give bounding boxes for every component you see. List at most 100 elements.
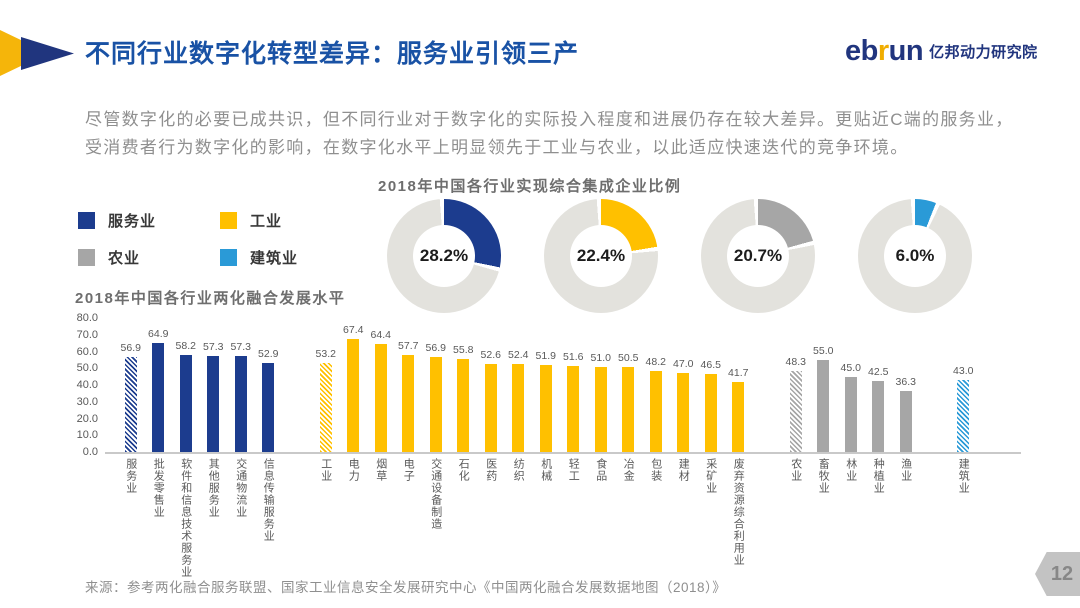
bar-value-label: 57.7 (398, 340, 419, 352)
bar-value-label: 42.5 (868, 366, 889, 378)
bar-category-label: 冶金 (622, 458, 635, 482)
bar (732, 382, 745, 452)
bar (789, 371, 802, 452)
bar (374, 344, 387, 452)
bar-category-label: 轻工 (567, 458, 580, 482)
bar (594, 367, 607, 452)
logo-cn-text: 亿邦动力研究院 (929, 43, 1038, 61)
donut-value-label: 20.7% (733, 246, 783, 265)
bar (402, 355, 415, 452)
donut-value-label: 28.2% (419, 246, 469, 265)
bar-cell: 58.2 软件和信息技术服务业 (172, 318, 200, 578)
donut-row: 28.2% 22.4% 20.7% 6.0% (387, 199, 972, 313)
bar-cell: 51.6 轻工 (560, 318, 588, 482)
bar-category-label: 建筑业 (957, 458, 970, 494)
legend-label: 建筑业 (250, 250, 299, 267)
bar-value-label: 46.5 (700, 359, 721, 371)
bar-value-label: 41.7 (728, 367, 749, 379)
bar-category-label: 信息传输服务业 (262, 458, 275, 542)
bar-cell: 64.4 烟草 (367, 318, 395, 482)
bar-value-label: 52.6 (480, 349, 501, 361)
bar-cell: 42.5 种植业 (865, 318, 893, 494)
bar-category-label: 机械 (539, 458, 552, 482)
bar-category-label: 林业 (844, 458, 857, 482)
legend-swatch (220, 212, 237, 229)
bar (817, 360, 830, 452)
intro-paragraph: 尽管数字化的必要已成共识，但不同行业对于数字化的实际投入程度和进展仍存在较大差异… (85, 106, 1030, 162)
donut-chart: 20.7% (701, 199, 815, 313)
bar-cell: 57.3 其他服务业 (200, 318, 228, 518)
bar-value-label: 51.6 (563, 351, 584, 363)
bar-category-label: 农业 (789, 458, 802, 482)
bar (429, 357, 442, 452)
bar-value-label: 52.9 (258, 348, 279, 360)
bar-cell: 45.0 林业 (837, 318, 865, 482)
bar-value-label: 52.4 (508, 349, 529, 361)
bar-value-label: 55.8 (453, 344, 474, 356)
y-tick-label: 70.0 (76, 328, 98, 341)
bar-category-label: 交通设备制造 (429, 458, 442, 530)
bar (872, 381, 885, 452)
bar (704, 374, 717, 452)
bar (649, 371, 662, 452)
y-axis: 80.0 70.0 60.0 50.0 40.0 30.0 20.0 10.0 0.0 (56, 312, 98, 462)
bar-cell: 52.6 医药 (477, 318, 505, 482)
legend-swatch (78, 249, 95, 266)
bar-cell: 56.9 服务业 (117, 318, 145, 494)
bar-category-label: 烟草 (374, 458, 387, 482)
accent-arrow-blue-icon (21, 37, 74, 70)
legend-label: 农业 (108, 250, 141, 267)
bar-cell: 53.2 工业 (312, 318, 340, 482)
bar (124, 357, 137, 452)
bar-category-label: 渔业 (899, 458, 912, 482)
bar (234, 356, 247, 452)
logo-part-eb: eb (845, 35, 878, 67)
donut-chart: 22.4% (544, 199, 658, 313)
bar (319, 363, 332, 452)
y-tick-label: 40.0 (76, 379, 98, 391)
bar-category-label: 工业 (319, 458, 332, 482)
bar (457, 359, 470, 452)
bar-category-label: 种植业 (872, 458, 885, 494)
bar-value-label: 57.3 (203, 341, 224, 353)
bar-value-label: 51.9 (535, 350, 556, 362)
bar-chart-title: 2018年中国各行业两化融合发展水平 (75, 290, 346, 307)
bar-category-label: 食品 (594, 458, 607, 482)
bar-cell: 57.7 电子 (395, 318, 423, 482)
bar-value-label: 50.5 (618, 352, 639, 364)
bar (179, 355, 192, 452)
bar (899, 391, 912, 452)
bar (347, 339, 360, 452)
bar-category-label: 医药 (484, 458, 497, 482)
bar-value-label: 56.9 (425, 342, 446, 354)
legend-label: 工业 (250, 213, 283, 230)
x-axis-line (105, 452, 1021, 454)
bar (152, 343, 165, 452)
bar-category-label: 电力 (347, 458, 360, 482)
bar-cell: 57.3 交通物流业 (227, 318, 255, 518)
y-tick-label: 60.0 (76, 345, 98, 358)
bar-value-label: 36.3 (895, 376, 916, 388)
legend: 服务业 工业 农业 建筑业 (78, 212, 299, 267)
bar (677, 373, 690, 452)
page-number: 12 (1050, 562, 1074, 585)
donut-hole (570, 225, 632, 287)
donut-hole (413, 225, 475, 287)
page-number-badge: 12 (1035, 552, 1080, 596)
brand-logo: ebrun 亿邦动力研究院 (845, 36, 1038, 66)
bar-category-label: 软件和信息技术服务业 (179, 458, 192, 578)
bar (262, 363, 275, 452)
bar-value-label: 48.2 (645, 356, 666, 368)
bar-cell: 50.5 冶金 (615, 318, 643, 482)
bar-category-label: 其他服务业 (207, 458, 220, 518)
bar-category-label: 废弃资源综合利用业 (732, 458, 745, 566)
source-note: 来源：参考两化融合服务联盟、国家工业信息安全发展研究中心《中国两化融合发展数据地… (85, 580, 727, 595)
bar-cell: 51.0 食品 (587, 318, 615, 482)
donut-value-label: 22.4% (576, 246, 626, 265)
bar-value-label: 48.3 (785, 356, 806, 368)
bar-cell: 48.2 包装 (642, 318, 670, 482)
bar-value-label: 57.3 (230, 341, 251, 353)
bar-cell: 51.9 机械 (532, 318, 560, 482)
bar (957, 380, 970, 452)
